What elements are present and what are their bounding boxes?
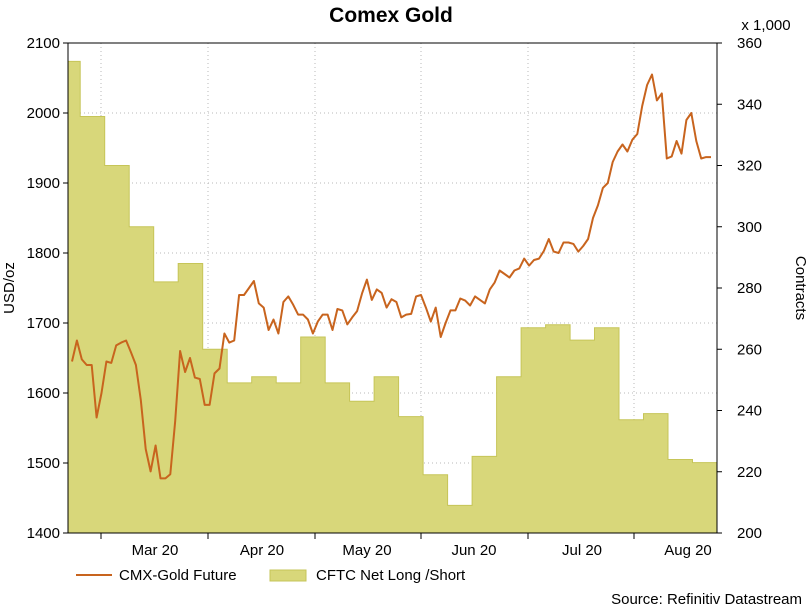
tick-label-x: May 20 [342, 542, 391, 559]
right-axis-ticks: 200 220 240 260 280 300 320 340 360 [717, 35, 762, 542]
tick-label-x: Apr 20 [240, 542, 284, 559]
left-axis-ticks: 1400 1500 1600 1700 1800 1900 2000 2100 [27, 35, 68, 542]
tick-label-right: 200 [737, 525, 762, 542]
tick-label-right: 280 [737, 280, 762, 297]
tick-label-left: 1900 [27, 175, 60, 192]
line-series [71, 73, 711, 480]
source-note: Source: Refinitiv Datastream [611, 591, 802, 607]
tick-label-left: 1700 [27, 315, 60, 332]
tick-label-x: Jul 20 [562, 542, 602, 559]
tick-label-right: 260 [737, 341, 762, 358]
right-axis-multiplier: x 1,000 [741, 17, 790, 34]
legend: CMX-Gold Future CFTC Net Long /Short [76, 567, 466, 584]
tick-label-x: Jun 20 [451, 542, 496, 559]
tick-label-right: 240 [737, 403, 762, 420]
area-series [67, 60, 718, 534]
tick-label-left: 2100 [27, 35, 60, 52]
tick-label-right: 300 [737, 219, 762, 236]
tick-label-left: 2000 [27, 105, 60, 122]
tick-label-left: 1400 [27, 525, 60, 542]
left-axis-label: USD/oz [1, 262, 18, 314]
legend-label-gold: CMX-Gold Future [119, 567, 237, 584]
tick-label-x: Aug 20 [664, 542, 712, 559]
legend-area-swatch [269, 569, 307, 582]
tick-label-x: Mar 20 [132, 542, 179, 559]
tick-label-left: 1800 [27, 245, 60, 262]
tick-label-right: 360 [737, 35, 762, 52]
tick-label-right: 220 [737, 464, 762, 481]
tick-label-left: 1600 [27, 385, 60, 402]
x-axis-ticks: Mar 20 Apr 20 May 20 Jun 20 Jul 20 Aug 20 [100, 533, 712, 559]
legend-label-cftc: CFTC Net Long /Short [316, 567, 466, 584]
tick-label-right: 340 [737, 96, 762, 113]
tick-label-right: 320 [737, 158, 762, 175]
line-cmx-gold-future [71, 73, 711, 480]
right-axis-label: Contracts [792, 256, 809, 320]
tick-label-left: 1500 [27, 455, 60, 472]
area-cftc-net-long-short [67, 60, 718, 534]
chart-title: Comex Gold [329, 4, 453, 27]
